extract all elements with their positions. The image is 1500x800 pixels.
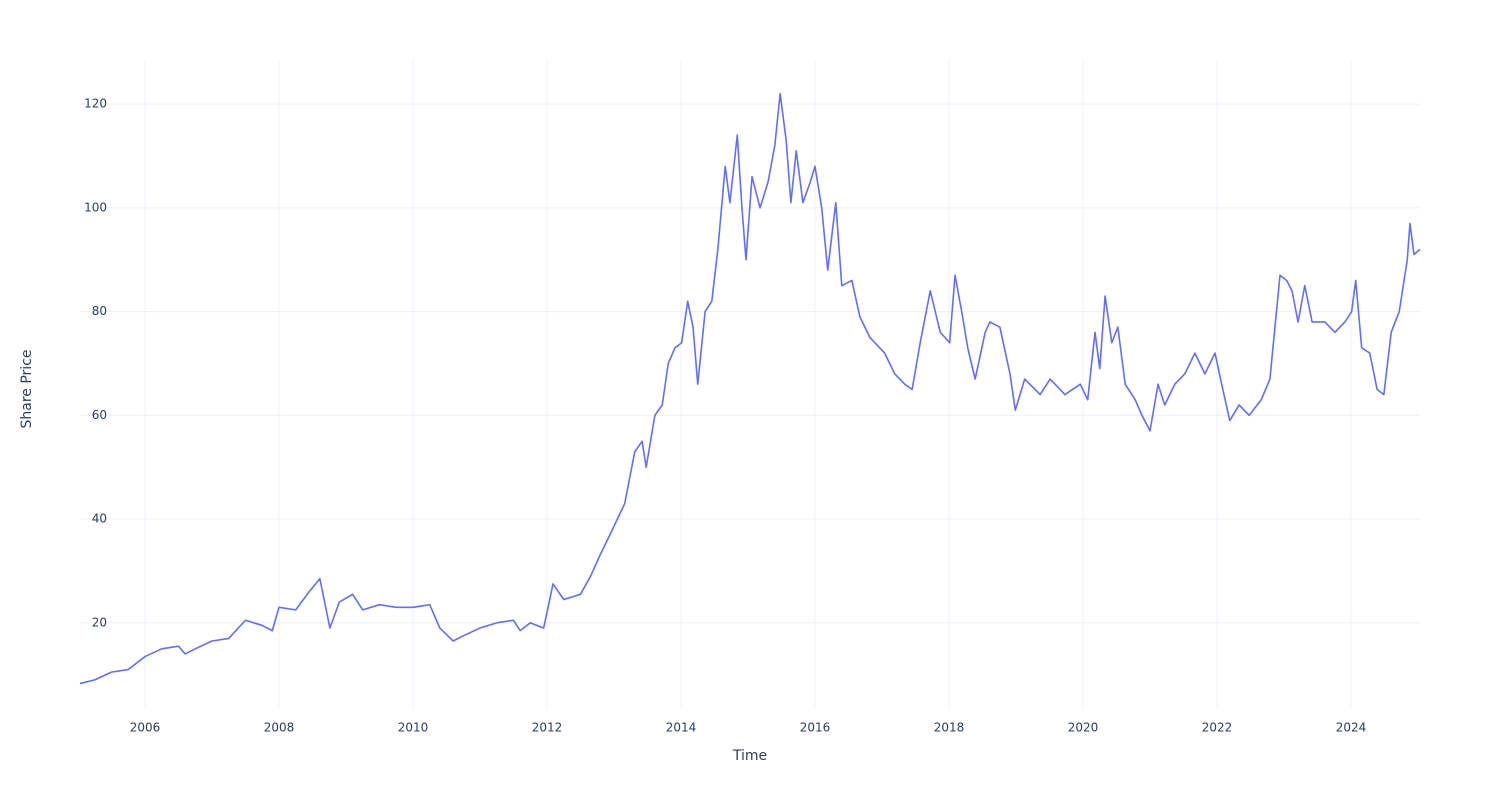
x-tick-label: 2024 bbox=[1336, 721, 1367, 735]
x-tick-label: 2014 bbox=[666, 721, 697, 735]
x-tick-label: 2022 bbox=[1202, 721, 1233, 735]
y-tick-label: 60 bbox=[92, 408, 107, 422]
y-tick-label: 20 bbox=[92, 615, 107, 629]
x-tick-label: 2012 bbox=[532, 721, 563, 735]
y-tick-label: 40 bbox=[92, 512, 107, 526]
x-tick-label: 2018 bbox=[934, 721, 965, 735]
x-tick-label: 2016 bbox=[800, 721, 831, 735]
y-tick-label: 120 bbox=[84, 97, 107, 111]
y-tick-label: 100 bbox=[84, 200, 107, 214]
y-axis-title: Share Price bbox=[19, 349, 35, 428]
x-tick-label: 2008 bbox=[264, 721, 295, 735]
x-tick-label: 2010 bbox=[398, 721, 429, 735]
x-tick-label: 2006 bbox=[130, 721, 161, 735]
grid bbox=[80, 60, 1420, 710]
y-tick-label: 80 bbox=[92, 304, 107, 318]
x-axis-title: Time bbox=[732, 748, 767, 764]
x-tick-label: 2020 bbox=[1068, 721, 1099, 735]
price-line bbox=[79, 92, 1421, 685]
